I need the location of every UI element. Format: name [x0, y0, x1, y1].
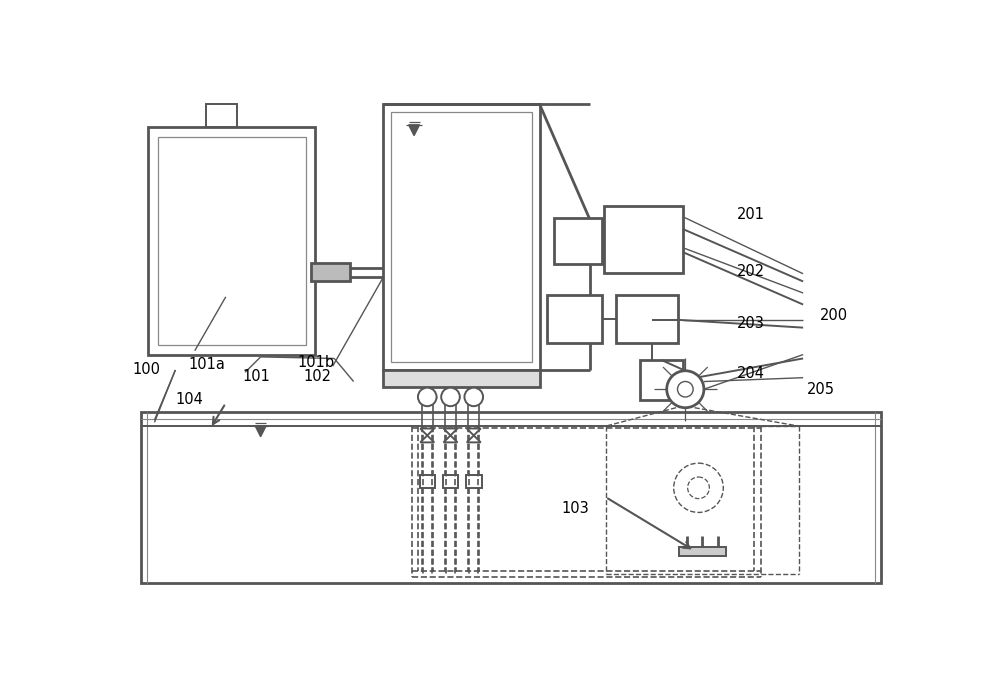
Bar — [383, 370, 540, 387]
Bar — [640, 360, 683, 400]
Bar — [679, 547, 726, 556]
Bar — [148, 127, 315, 355]
Text: 204: 204 — [737, 366, 765, 381]
Circle shape — [418, 388, 437, 406]
Text: 200: 200 — [820, 309, 848, 324]
Polygon shape — [467, 429, 481, 435]
Circle shape — [674, 463, 723, 512]
Polygon shape — [420, 435, 434, 442]
Polygon shape — [444, 429, 457, 435]
Bar — [158, 137, 306, 345]
Polygon shape — [255, 426, 266, 437]
Text: 100: 100 — [133, 362, 161, 377]
Circle shape — [688, 477, 709, 498]
Polygon shape — [409, 125, 420, 135]
Bar — [554, 217, 602, 264]
Bar — [391, 112, 532, 362]
Text: 104: 104 — [175, 391, 203, 407]
Bar — [604, 206, 683, 273]
Circle shape — [667, 371, 704, 408]
Circle shape — [441, 388, 460, 406]
Bar — [466, 475, 482, 488]
Bar — [140, 412, 881, 584]
Bar — [311, 263, 350, 282]
Bar — [443, 475, 458, 488]
Text: 102: 102 — [303, 369, 331, 385]
Circle shape — [464, 388, 483, 406]
Bar — [383, 104, 540, 370]
Bar — [616, 295, 678, 343]
Bar — [420, 475, 435, 488]
Bar — [547, 295, 602, 343]
Text: 203: 203 — [737, 316, 765, 331]
Bar — [206, 104, 237, 127]
Text: 205: 205 — [807, 382, 835, 397]
Polygon shape — [467, 435, 481, 442]
Text: 101: 101 — [243, 369, 271, 385]
Text: 103: 103 — [561, 501, 589, 516]
Circle shape — [678, 381, 693, 397]
Polygon shape — [444, 435, 457, 442]
Text: 202: 202 — [737, 265, 765, 280]
Text: 101b: 101b — [297, 355, 334, 370]
Polygon shape — [420, 429, 434, 435]
Text: 101a: 101a — [189, 357, 225, 372]
Text: 201: 201 — [737, 206, 765, 222]
